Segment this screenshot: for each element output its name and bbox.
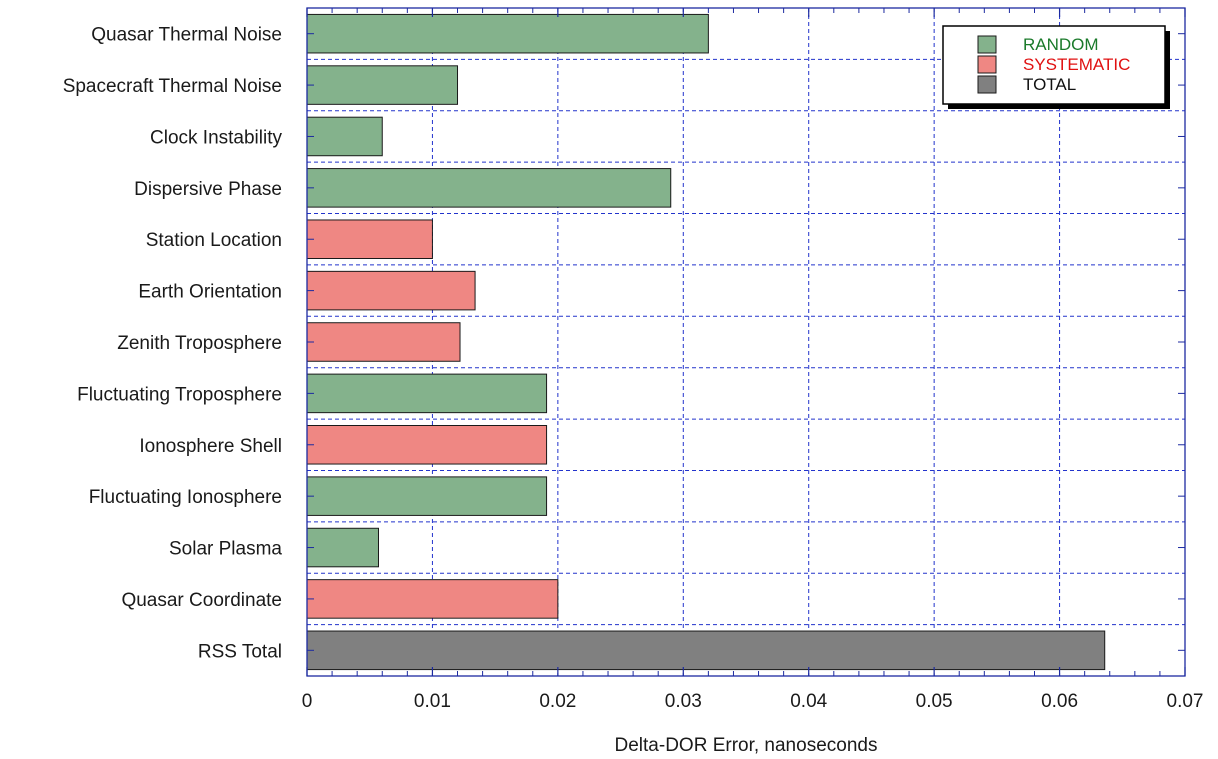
x-axis-title: Delta-DOR Error, nanoseconds — [615, 735, 878, 756]
plot-frame — [306, 7, 1186, 677]
x-tick-label: 0 — [302, 691, 313, 712]
category-label: Fluctuating Ionosphere — [89, 487, 282, 508]
bar — [306, 373, 548, 414]
category-label: Solar Plasma — [169, 539, 282, 560]
category-label: Quasar Coordinate — [121, 590, 282, 611]
category-label: Zenith Troposphere — [117, 333, 282, 354]
legend-swatch — [977, 55, 997, 74]
bar — [306, 65, 459, 105]
bar — [306, 116, 383, 157]
bar — [306, 322, 461, 362]
category-label: Earth Orientation — [138, 282, 282, 303]
bar — [306, 168, 672, 208]
bar — [306, 476, 548, 516]
x-tick-labels: 0 0.01 0.02 0.03 0.04 0.05 0.06 0.07 — [302, 691, 1204, 712]
category-label: Fluctuating Troposphere — [77, 384, 282, 405]
category-label: Clock Instability — [150, 127, 282, 148]
category-label: Ionosphere Shell — [139, 436, 282, 457]
legend-label: TOTAL — [1023, 75, 1076, 94]
category-label: Dispersive Phase — [134, 179, 282, 200]
bar — [306, 270, 476, 311]
bar — [306, 630, 1106, 671]
legend-label: RANDOM — [1023, 35, 1099, 54]
x-tick-label: 0.06 — [1041, 691, 1078, 712]
bar — [306, 219, 433, 259]
x-tick-label: 0.02 — [539, 691, 576, 712]
bar — [306, 527, 379, 568]
category-label: Station Location — [146, 230, 282, 251]
category-labels: Quasar Thermal Noise Spacecraft Thermal N… — [63, 25, 283, 663]
x-tick-label: 0.01 — [414, 691, 451, 712]
bars — [306, 13, 1106, 671]
bar — [306, 13, 709, 54]
x-tick-label: 0.04 — [790, 691, 827, 712]
legend-swatch — [977, 35, 997, 54]
legend-label: SYSTEMATIC — [1023, 55, 1130, 74]
x-tick-label: 0.07 — [1167, 691, 1204, 712]
category-label: Quasar Thermal Noise — [91, 25, 282, 46]
bar — [306, 579, 559, 619]
x-tick-label: 0.05 — [916, 691, 953, 712]
bar — [306, 425, 548, 465]
axis-ticks — [306, 8, 1186, 676]
category-label: Spacecraft Thermal Noise — [63, 76, 282, 97]
category-label: RSS Total — [198, 641, 282, 662]
legend-swatch — [977, 75, 997, 94]
x-tick-label: 0.03 — [665, 691, 702, 712]
